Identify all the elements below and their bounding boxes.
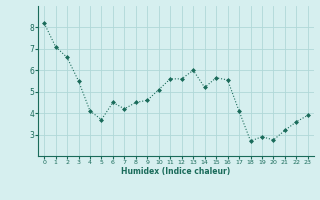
X-axis label: Humidex (Indice chaleur): Humidex (Indice chaleur) — [121, 167, 231, 176]
